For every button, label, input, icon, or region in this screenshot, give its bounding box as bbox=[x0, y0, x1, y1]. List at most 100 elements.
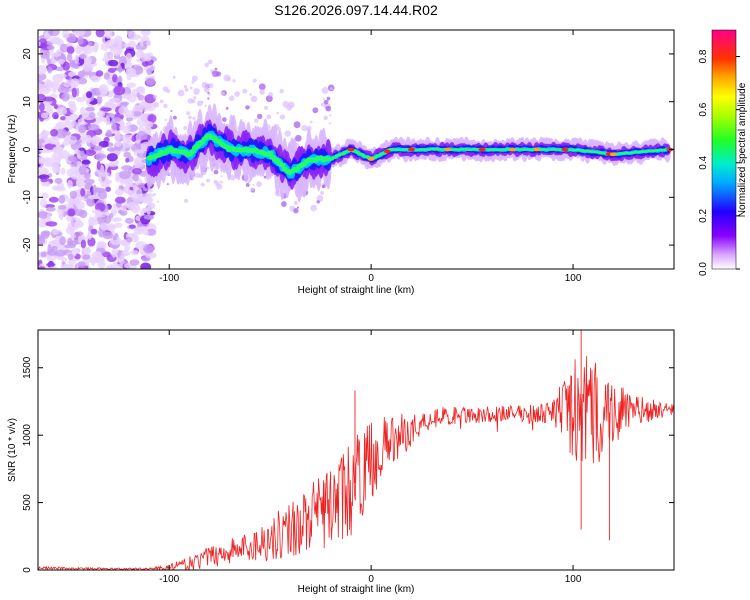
noise-blob bbox=[121, 165, 133, 171]
noise-blob bbox=[65, 215, 77, 222]
snr-x-label: Height of straight line (km) bbox=[298, 584, 415, 595]
noise-blob bbox=[67, 155, 77, 162]
noise-blob bbox=[129, 250, 140, 255]
scatter-dot bbox=[288, 101, 295, 109]
ridge-blob bbox=[293, 167, 301, 173]
noise-blob bbox=[126, 201, 139, 211]
noise-blob bbox=[38, 236, 46, 245]
scatter-dot bbox=[208, 92, 211, 96]
scatter-dot bbox=[190, 98, 196, 104]
scatter-dot bbox=[246, 179, 251, 184]
noise-blob bbox=[41, 192, 49, 199]
noise-blob bbox=[63, 81, 73, 88]
noise-blob bbox=[121, 134, 133, 140]
scatter-dot bbox=[201, 81, 209, 89]
noise-blob bbox=[106, 39, 113, 48]
noise-blob bbox=[50, 240, 58, 246]
noise-blob bbox=[60, 167, 66, 175]
scatter-dot bbox=[256, 181, 263, 188]
noise-blob bbox=[70, 78, 80, 88]
noise-blob bbox=[146, 228, 157, 236]
noise-blob bbox=[105, 129, 113, 138]
scatter-dot bbox=[257, 113, 263, 120]
noise-blob bbox=[81, 159, 91, 165]
noise-blob bbox=[125, 67, 137, 77]
noise-blob bbox=[98, 84, 109, 95]
scatter-dot bbox=[323, 99, 329, 105]
noise-blob bbox=[87, 230, 93, 240]
scatter-dot bbox=[328, 122, 331, 125]
noise-blob bbox=[113, 85, 126, 96]
scatter-dot bbox=[177, 89, 185, 97]
noise-blob bbox=[139, 39, 145, 48]
noise-blob bbox=[38, 266, 46, 269]
x-tick-label: 0 bbox=[368, 574, 374, 585]
noise-blob bbox=[91, 251, 102, 260]
noise-blob bbox=[95, 30, 105, 38]
x-tick-label: 100 bbox=[565, 273, 582, 284]
scatter-dot bbox=[242, 88, 248, 94]
noise-blob bbox=[75, 200, 85, 210]
noise-blob bbox=[128, 224, 136, 229]
noise-blob bbox=[38, 83, 46, 92]
scatter-dot bbox=[252, 183, 255, 186]
noise-blob bbox=[132, 167, 143, 175]
noise-blob bbox=[38, 156, 45, 165]
scatter-dot bbox=[254, 118, 259, 123]
ridge-hotspot bbox=[533, 147, 541, 152]
noise-blob bbox=[66, 46, 75, 55]
noise-blob bbox=[107, 162, 119, 167]
noise-blob bbox=[114, 35, 123, 46]
noise-blob bbox=[124, 263, 133, 269]
noise-blob bbox=[135, 49, 144, 59]
scatter-dot bbox=[279, 88, 284, 94]
spectrogram-plot-area bbox=[38, 30, 674, 269]
noise-blob bbox=[52, 146, 64, 153]
noise-blob bbox=[98, 140, 109, 148]
y-tick-label: 10 bbox=[22, 96, 33, 108]
scatter-dot bbox=[249, 93, 253, 96]
noise-blob bbox=[118, 170, 131, 180]
ridge-blob bbox=[279, 162, 286, 168]
noise-blob bbox=[142, 229, 149, 236]
noise-blob bbox=[126, 121, 132, 126]
noise-blob bbox=[70, 233, 77, 239]
snr-frame bbox=[37, 329, 675, 571]
noise-blob bbox=[90, 228, 98, 235]
noise-blob bbox=[55, 121, 67, 130]
noise-blob bbox=[38, 72, 47, 81]
scatter-dot bbox=[282, 100, 290, 108]
noise-blob bbox=[58, 213, 64, 221]
noise-blob bbox=[70, 136, 77, 141]
noise-blob bbox=[104, 30, 113, 39]
scatter-dot bbox=[219, 180, 223, 184]
scatter-dot bbox=[329, 114, 332, 117]
noise-blob bbox=[58, 149, 70, 159]
noise-blob bbox=[95, 152, 104, 162]
noise-blob bbox=[46, 262, 56, 267]
noise-blob bbox=[42, 131, 49, 141]
noise-blob bbox=[77, 35, 84, 45]
scatter-dot bbox=[293, 208, 299, 214]
noise-blob bbox=[143, 125, 152, 134]
scatter-dot bbox=[191, 75, 198, 82]
ridge-hotspot bbox=[347, 147, 355, 152]
noise-blob bbox=[129, 259, 140, 266]
noise-blob bbox=[74, 54, 79, 64]
noise-blob bbox=[42, 180, 51, 187]
scatter-dot bbox=[166, 183, 169, 186]
colorbar-tick-label: 0.8 bbox=[698, 49, 709, 63]
noise-blob bbox=[52, 164, 58, 174]
scatter-dot bbox=[167, 172, 171, 176]
scatter-dot bbox=[320, 190, 325, 195]
noise-blob bbox=[48, 196, 59, 203]
noise-blob bbox=[118, 65, 123, 73]
noise-blob bbox=[56, 107, 68, 116]
noise-blob bbox=[103, 72, 110, 80]
noise-blob bbox=[140, 262, 152, 269]
noise-blob bbox=[61, 93, 70, 102]
snr-series-line bbox=[38, 356, 674, 570]
noise-blob bbox=[123, 151, 131, 158]
scatter-dot bbox=[326, 96, 331, 101]
